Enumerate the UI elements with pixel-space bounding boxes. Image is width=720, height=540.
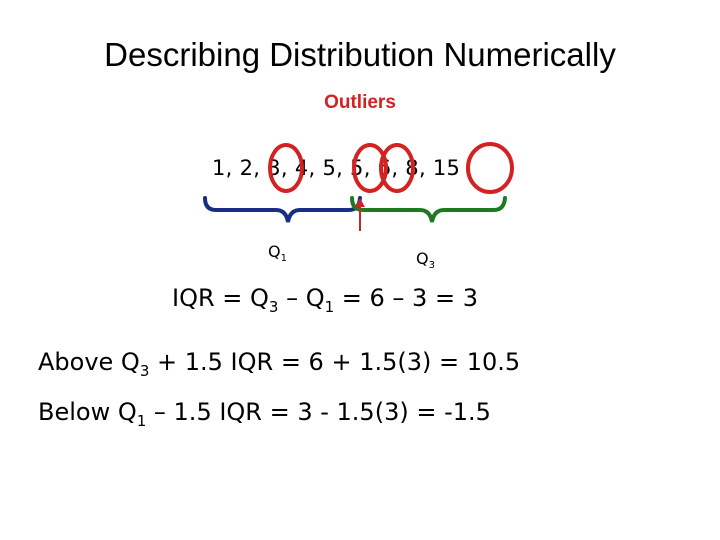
iqr-sub-q3: 3 [268,298,279,316]
below-post: – 1.5 IQR = 3 - 1.5(3) = -1.5 [146,398,491,426]
lower-fence-formula: Below Q1 – 1.5 IQR = 3 - 1.5(3) = -1.5 [38,398,491,430]
q3-circle [379,143,415,193]
outliers-heading: Outliers [324,92,396,113]
iqr-sub-q1: 1 [324,298,335,316]
median-arrow-head [355,198,365,207]
median-circle [352,143,388,193]
iqr-mid: – Q [278,284,325,312]
q1-label: Q1 [268,242,287,264]
below-sub: 1 [136,412,147,430]
data-sequence: 1, 2, 3, 4, 5, 5, 6, 8, 15 [212,156,461,180]
q3-letter: Q [416,249,429,268]
below-pre: Below Q [38,398,137,426]
q1-letter: Q [268,242,281,261]
outlier-circle [466,142,514,194]
lower-half-brace [203,196,362,223]
q3-sub: 3 [429,260,435,271]
above-post: + 1.5 IQR = 6 + 1.5(3) = 10.5 [149,348,521,376]
q1-circle [268,143,304,193]
upper-half-brace [350,196,507,223]
above-pre: Above Q [38,348,140,376]
upper-fence-formula: Above Q3 + 1.5 IQR = 6 + 1.5(3) = 10.5 [38,348,520,380]
q3-label: Q3 [416,249,435,271]
iqr-post: = 6 – 3 = 3 [334,284,478,312]
slide-title: Describing Distribution Numerically [104,36,616,73]
iqr-formula: IQR = Q3 – Q1 = 6 – 3 = 3 [172,284,478,316]
iqr-pre: IQR = Q [172,284,269,312]
q1-sub: 1 [281,253,287,264]
above-sub: 3 [139,362,150,380]
